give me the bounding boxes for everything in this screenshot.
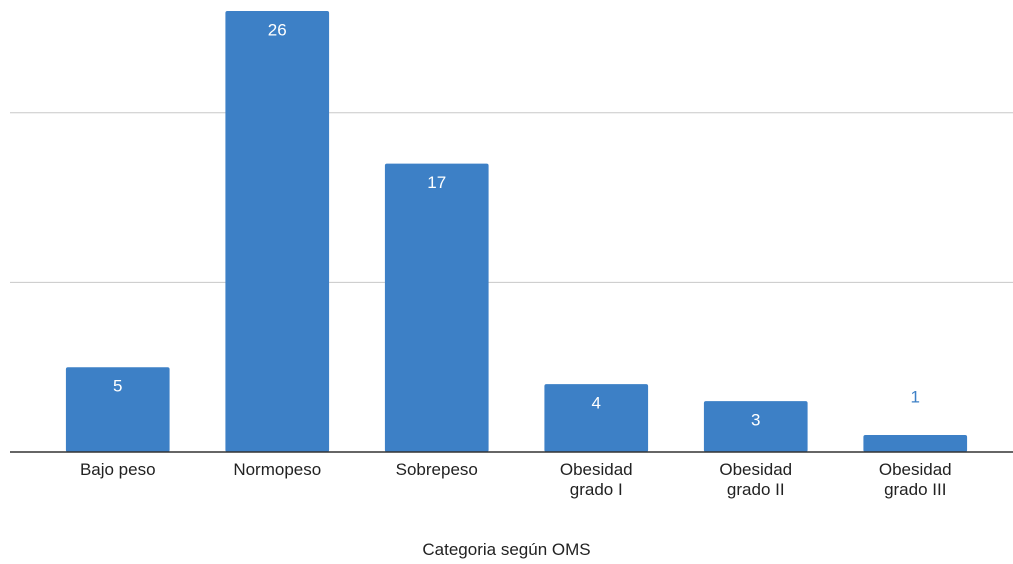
bar — [384, 163, 489, 452]
bar — [863, 435, 968, 452]
bar — [703, 401, 808, 452]
bar — [225, 11, 330, 452]
data-label: 4 — [592, 394, 601, 413]
data-label: 17 — [427, 173, 446, 192]
data-label: 26 — [268, 20, 287, 39]
bar — [65, 367, 170, 452]
x-tick-label: Sobrepeso — [395, 460, 478, 479]
data-label: 1 — [911, 388, 920, 407]
data-label: 5 — [113, 377, 122, 396]
x-tick-label: Obesidad grado II — [719, 460, 793, 499]
x-tick-label: Obesidad grado I — [559, 460, 633, 499]
data-label: 3 — [751, 411, 760, 430]
bar — [544, 384, 649, 452]
x-tick-label: Bajo peso — [79, 460, 156, 479]
x-tick-label: Obesidad grado III — [878, 460, 952, 499]
x-axis-label: Categoria según OMS — [422, 540, 591, 559]
x-tick-label: Normopeso — [233, 460, 322, 479]
